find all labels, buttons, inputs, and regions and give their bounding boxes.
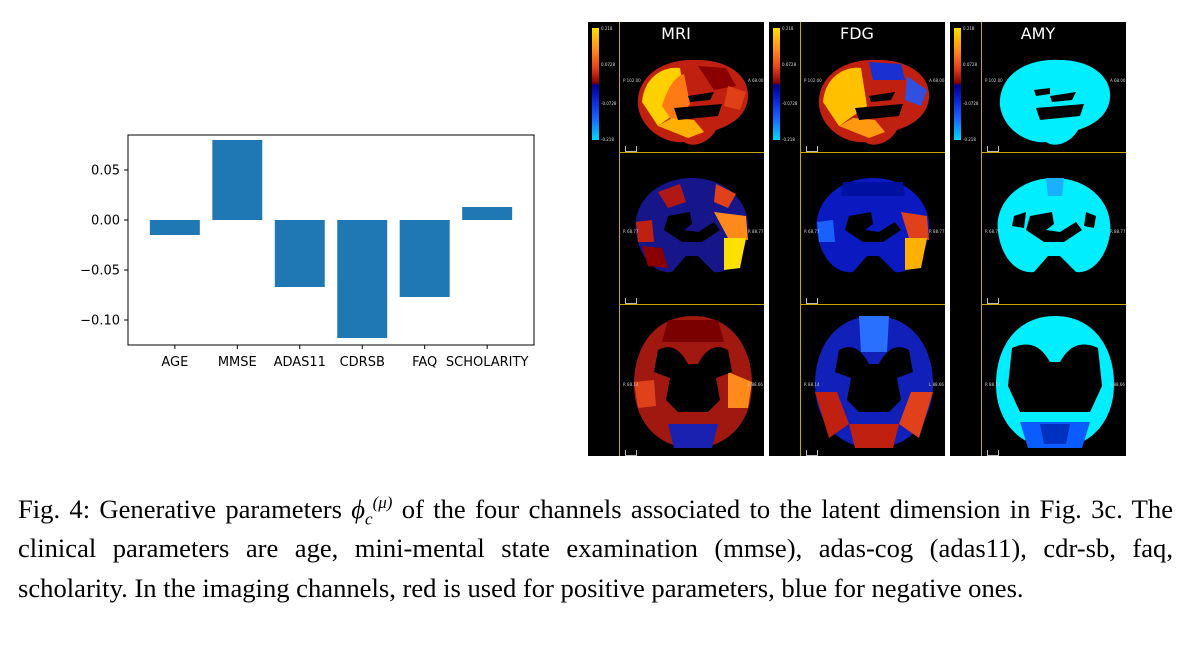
orientation-label: R 88.77 (929, 229, 945, 234)
coronal-view (997, 178, 1111, 273)
bars-layer (149, 140, 513, 338)
orientation-label: A 68.00 (748, 78, 764, 83)
scale-marker (806, 146, 818, 152)
orientation-label: R 88.14 (804, 382, 820, 387)
brain-panel-amy: 0.218 0.0728 -0.0728 -0.218 AMY A 68.00 … (950, 22, 1126, 456)
caption-prefix: Fig. 4: Generative parameters (18, 494, 352, 524)
bar-chart: 0.05 0.00 −0.05 −0.10 AGE MMSE ADAS11 CDRSB FAQ… (80, 134, 535, 370)
y-tick-label: 0.00 (91, 214, 120, 229)
bar-scholarity (462, 207, 513, 220)
orientation-label: R 68.77 (985, 229, 1001, 234)
orientation-label: P 102.00 (804, 78, 822, 83)
crosshair-line (981, 22, 982, 456)
orientation-label: A 68.00 (1110, 78, 1126, 83)
sagittal-view (818, 59, 930, 145)
orientation-label: R 88.14 (623, 382, 639, 387)
bar-mmse (212, 140, 263, 220)
scale-marker (806, 450, 818, 456)
coronal-view (635, 178, 749, 273)
colorbar-label: -0.0728 (963, 101, 979, 106)
y-axis: 0.05 0.00 −0.05 −0.10 (80, 164, 128, 329)
scale-marker (625, 146, 637, 152)
colorbar-label: -0.0728 (601, 101, 617, 106)
scale-marker (987, 146, 999, 152)
bar-cdrsb (337, 220, 388, 338)
brain-panel-fdg: 0.218 0.0728 -0.0728 -0.218 FDG A 68.00 … (769, 22, 945, 456)
panel-title: AMY (1020, 24, 1056, 43)
scale-marker (987, 450, 999, 456)
caption-body: of the four channels associated to the l… (18, 494, 1173, 603)
plot-frame (127, 134, 535, 346)
y-tick-label: −0.05 (80, 264, 120, 279)
axial-view (996, 316, 1114, 448)
colorbar-label: 0.218 (601, 26, 613, 31)
colorbar-label: 0.0728 (601, 62, 615, 67)
crosshair-line (800, 304, 945, 305)
panel-title: FDG (840, 24, 874, 43)
colorbar-label: 0.0728 (782, 62, 796, 67)
phi-superscript: (μ) (372, 493, 393, 513)
colorbar-label: 0.218 (963, 26, 975, 31)
x-axis: AGE MMSE ADAS11 CDRSB FAQ SCHOLARITY (161, 345, 528, 370)
sagittal-view (637, 59, 749, 145)
brain-panels: 0.218 0.0728 -0.0728 -0.218 MRI A 68.00 … (588, 22, 1128, 456)
bar-adas11 (274, 220, 325, 287)
colorbar-label: -0.218 (601, 137, 614, 142)
colorbar (773, 28, 780, 140)
crosshair-line (619, 152, 764, 153)
scale-marker (806, 298, 818, 304)
figure: 0.05 0.00 −0.05 −0.10 AGE MMSE ADAS11 CDRSB FAQ… (80, 22, 1128, 456)
orientation-label: R 88.77 (1110, 229, 1126, 234)
crosshair-line (619, 22, 620, 456)
scale-marker (987, 298, 999, 304)
phi-subscript: c (365, 509, 373, 529)
figure-caption: Fig. 4: Generative parameters ϕc(μ) of t… (18, 490, 1173, 608)
colorbar-label: 0.218 (782, 26, 794, 31)
crosshair-line (981, 304, 1126, 305)
colorbar-label: 0.0728 (963, 62, 977, 67)
brain-panel-mri: 0.218 0.0728 -0.0728 -0.218 MRI A 68.00 … (588, 22, 764, 456)
scale-marker (625, 298, 637, 304)
bar-faq (399, 220, 450, 297)
orientation-label: A 68.00 (929, 78, 945, 83)
colorbar (592, 28, 599, 140)
bar-age (149, 220, 200, 235)
crosshair-line (800, 22, 801, 456)
x-tick-label: MMSE (218, 355, 257, 370)
coronal-view (816, 178, 930, 273)
x-tick-label: AGE (161, 355, 188, 370)
crosshair-line (800, 152, 945, 153)
orientation-label: P 102.00 (623, 78, 641, 83)
orientation-label: R 68.77 (623, 229, 639, 234)
colorbar-label: -0.218 (963, 137, 976, 142)
x-tick-label: CDRSB (340, 355, 385, 370)
orientation-label: P 102.00 (985, 78, 1003, 83)
sagittal-view (999, 59, 1111, 145)
phi-symbol: ϕ (351, 494, 366, 524)
orientation-label: R 68.77 (804, 229, 820, 234)
x-tick-label: ADAS11 (274, 355, 326, 370)
crosshair-line (619, 304, 764, 305)
colorbar-label: -0.218 (782, 137, 795, 142)
axial-view (815, 316, 933, 448)
orientation-label: L 88.66 (748, 382, 763, 387)
orientation-label: L 88.66 (1110, 382, 1125, 387)
colorbar (954, 28, 961, 140)
orientation-label: R 88.77 (748, 229, 764, 234)
y-tick-label: −0.10 (80, 314, 120, 329)
colorbar-label: -0.0728 (782, 101, 798, 106)
x-tick-label: FAQ (412, 355, 437, 370)
x-tick-label: SCHOLARITY (446, 355, 529, 370)
orientation-label: R 88.14 (985, 382, 1001, 387)
axial-view (634, 316, 752, 448)
scale-marker (625, 450, 637, 456)
crosshair-line (981, 152, 1126, 153)
panel-title: MRI (661, 24, 691, 43)
y-tick-label: 0.05 (91, 164, 120, 179)
orientation-label: L 88.66 (929, 382, 944, 387)
